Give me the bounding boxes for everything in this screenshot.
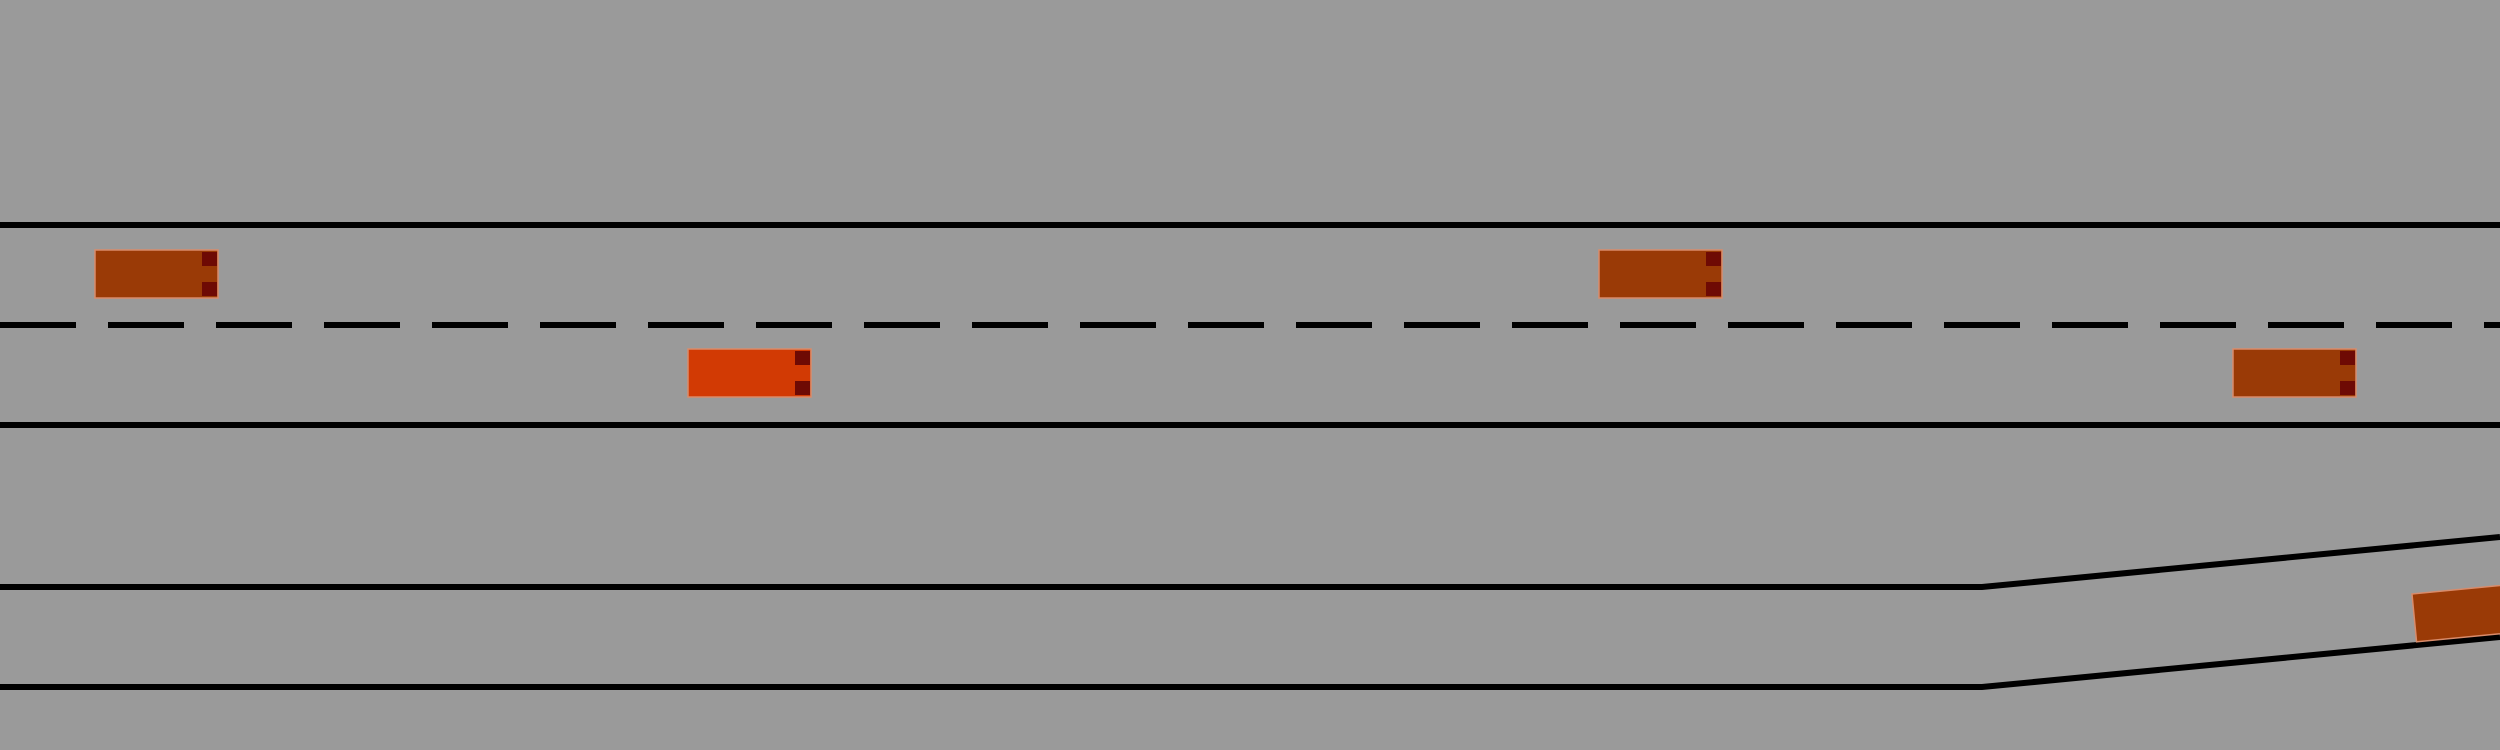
vehicle-1	[94, 249, 219, 299]
vehicle-light-right	[2340, 381, 2355, 395]
vehicle-light-right	[1706, 282, 1721, 296]
vehicles-layer	[94, 249, 2500, 643]
vehicle-body	[2411, 581, 2500, 643]
vehicle-body	[1598, 249, 1723, 299]
vehicle-4	[2411, 581, 2500, 643]
vehicle-body	[2232, 348, 2357, 398]
ramp-top-edge-line	[0, 534, 2500, 590]
vehicle-light-left	[202, 252, 217, 266]
vehicle-light-right	[795, 381, 810, 395]
vehicle-light-left	[2340, 351, 2355, 365]
vehicle-body	[94, 249, 219, 299]
ego-vehicle	[687, 348, 812, 398]
vehicle-light-left	[795, 351, 810, 365]
vehicle-light-right	[202, 282, 217, 296]
vehicle-2	[1598, 249, 1723, 299]
ramp-bottom-edge-line	[0, 634, 2500, 690]
vehicle-light-left	[1706, 252, 1721, 266]
vehicle-3	[2232, 348, 2357, 398]
vehicle-body	[687, 348, 812, 398]
